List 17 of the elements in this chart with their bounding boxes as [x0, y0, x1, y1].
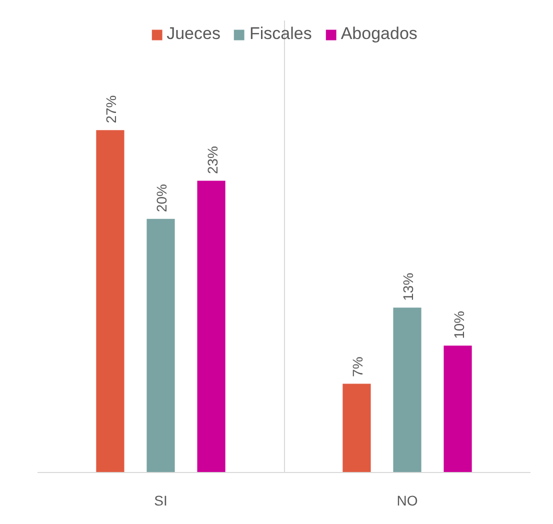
data-label: 7% [350, 356, 366, 377]
x-tick-label: NO [396, 492, 418, 508]
bar [96, 130, 124, 472]
bar [393, 308, 422, 472]
data-label: 10% [450, 310, 467, 339]
legend-label: Abogados [340, 24, 418, 44]
bar [342, 384, 371, 472]
bar [197, 180, 226, 472]
legend-label: Jueces [166, 24, 220, 44]
legend-label: Fiscales [249, 24, 312, 44]
x-tick-label: SI [154, 492, 168, 508]
data-label: 23% [204, 146, 220, 174]
data-label: 13% [400, 272, 416, 301]
data-label: 20% [154, 184, 170, 212]
bar [146, 218, 175, 472]
data-label: 27% [103, 95, 120, 124]
bar [444, 346, 472, 472]
